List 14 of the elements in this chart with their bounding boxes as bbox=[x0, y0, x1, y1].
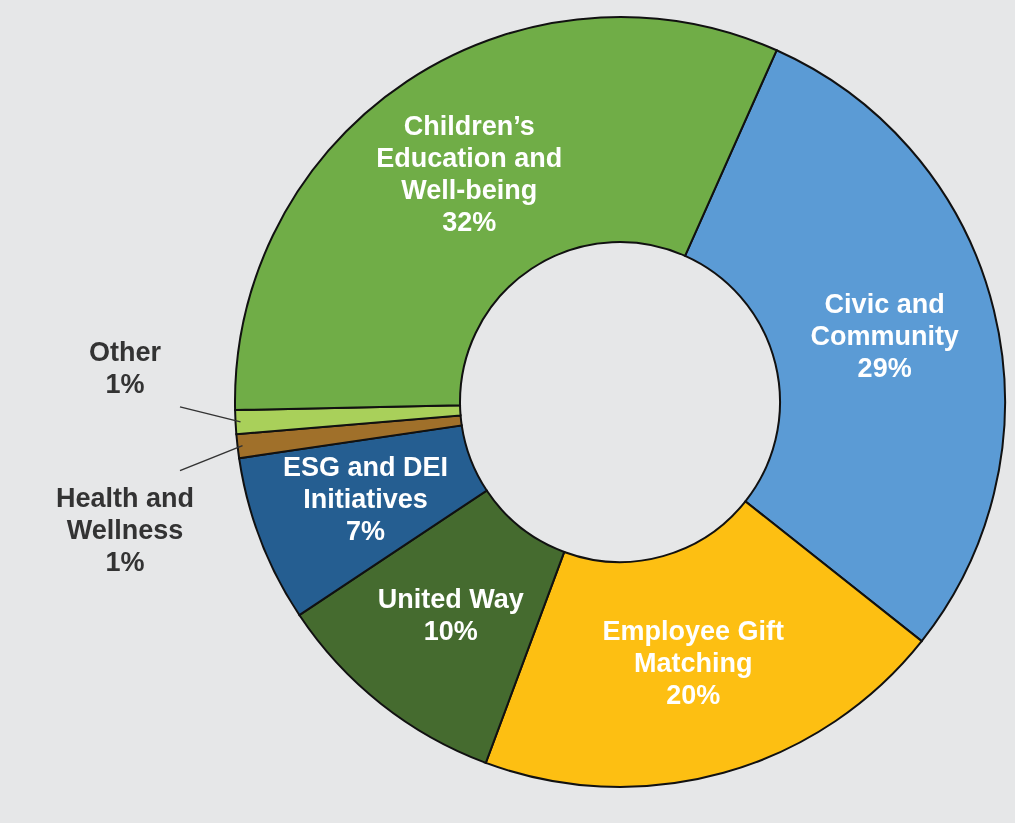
slice-label: ESG and DEI Initiatives bbox=[283, 451, 449, 514]
slice-label: Employee Gift Matching bbox=[602, 616, 785, 679]
data-label: 1% bbox=[105, 546, 145, 577]
slice-label: United Way bbox=[377, 583, 524, 614]
data-label: 32% bbox=[442, 207, 497, 238]
data-label: 29% bbox=[857, 353, 912, 383]
slice-label: Civic and Community bbox=[810, 289, 959, 351]
slice-label: Health and Wellness bbox=[55, 482, 195, 545]
data-label: 1% bbox=[105, 368, 145, 399]
data-label: 20% bbox=[666, 680, 721, 711]
data-label: 7% bbox=[346, 515, 386, 546]
slice-label: Children’s Education and Well-being bbox=[376, 111, 563, 206]
slice-label: Other bbox=[88, 336, 162, 367]
data-label: 10% bbox=[423, 615, 478, 646]
